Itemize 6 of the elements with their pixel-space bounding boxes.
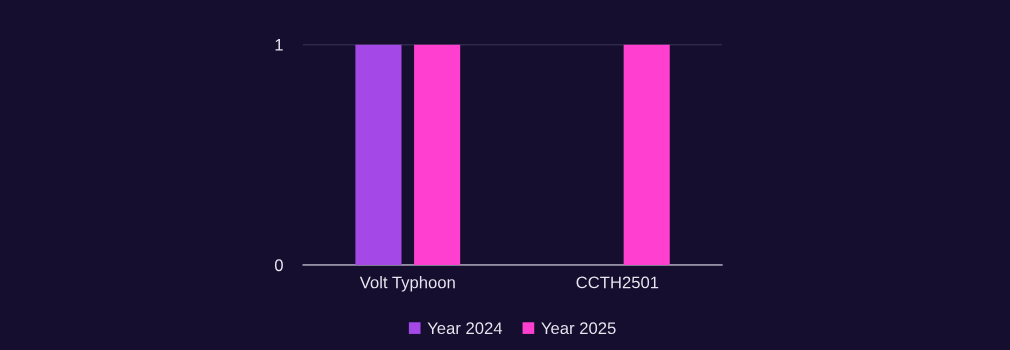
y-tick-label: 1 [275,39,283,51]
x-tick-label: CCTH2501 [576,276,659,289]
legend-label: Year 2024 [427,322,503,335]
legend-label: Year 2025 [541,322,616,335]
y-tick-label: 0 [274,259,283,272]
x-tick-label: Volt Typhoon [359,276,455,292]
